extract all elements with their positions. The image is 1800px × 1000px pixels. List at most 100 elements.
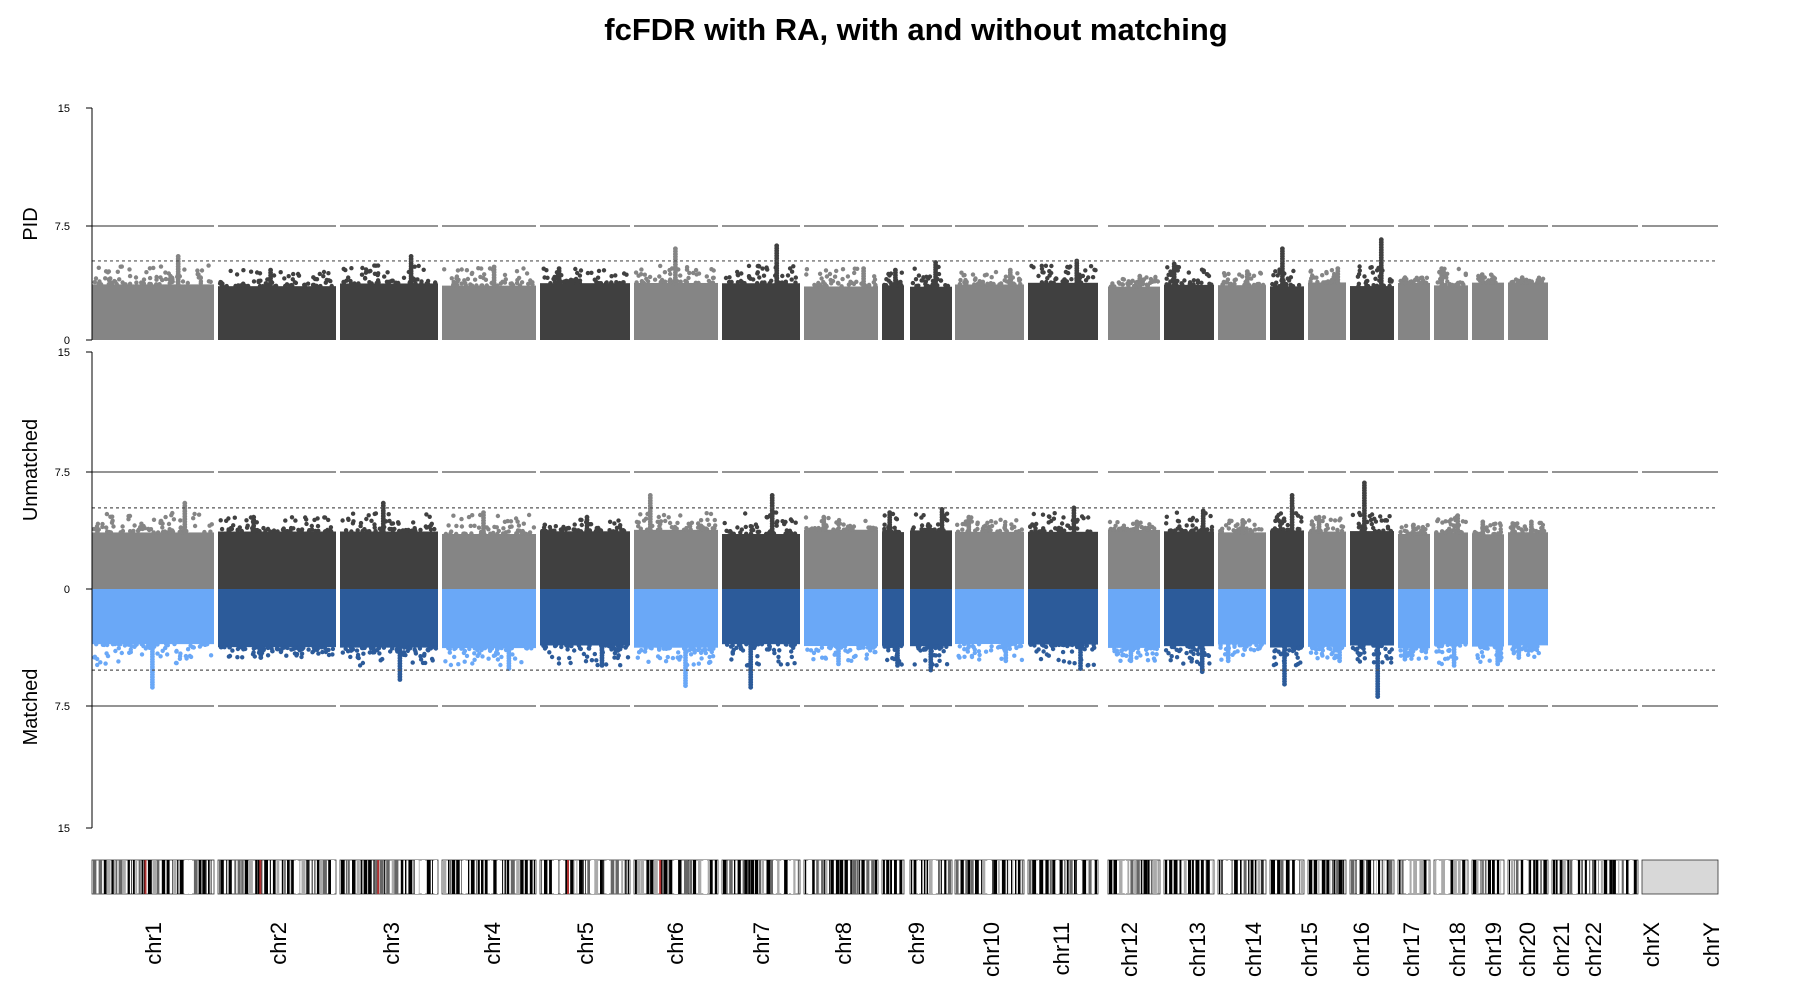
point-pid-chr4 — [449, 276, 454, 281]
point-matched-chr12 — [1032, 643, 1037, 648]
point-matched-chr6 — [696, 661, 701, 666]
point-pid-chr3 — [401, 275, 407, 280]
ideogram-band — [147, 860, 152, 894]
point-pid-chr1 — [208, 279, 213, 284]
point-unmatched-chr14 — [1193, 526, 1199, 531]
point-pid-chr8 — [873, 282, 878, 288]
point-unmatched-chr18 — [1372, 528, 1378, 534]
point-matched-chr10 — [944, 644, 949, 649]
point-unmatched-chr1 — [95, 529, 100, 535]
point-pid-chr10 — [938, 278, 944, 283]
point-matched-chr2 — [299, 654, 304, 660]
point-pid-chr7 — [791, 264, 796, 269]
point-matched-chr1 — [188, 643, 193, 648]
point-matched-chr14 — [1184, 650, 1189, 656]
band-matched-chr17 — [1308, 589, 1346, 647]
point-unmatched-chr2 — [322, 515, 328, 520]
ideogram-band — [161, 860, 166, 894]
point-unmatched-chr21 — [1492, 526, 1497, 531]
point-unmatched-chr14 — [1172, 528, 1178, 533]
point-unmatched-chr18 — [1369, 521, 1375, 527]
point-unmatched-chr13 — [1145, 525, 1151, 531]
point-matched-chr3 — [348, 654, 353, 660]
point-unmatched-chr5 — [578, 517, 583, 522]
ideogram-band — [911, 860, 913, 894]
point-pid-chr5 — [544, 268, 549, 273]
point-matched-chr7 — [778, 662, 784, 667]
point-matched-chr15 — [1219, 657, 1224, 662]
point-matched-chr1 — [139, 652, 145, 657]
point-matched-chr3 — [418, 654, 423, 659]
point-pid-chr1 — [139, 280, 144, 285]
point-matched-chr7 — [784, 642, 789, 647]
chromosome-label-chr21: chr21 — [1549, 922, 1574, 977]
point-matched-chr10 — [924, 645, 930, 650]
ideogram-centromere — [377, 860, 380, 894]
band-pid-chr6 — [634, 282, 718, 340]
point-pid-chr15 — [1221, 271, 1227, 276]
ideogram-band — [281, 860, 284, 894]
ideogram-band — [1330, 860, 1332, 894]
point-unmatched-chr22 — [1541, 528, 1547, 534]
point-unmatched-chr4 — [521, 521, 526, 526]
point-unmatched-chr11 — [1014, 518, 1019, 523]
point-pid-chr18 — [1373, 276, 1378, 281]
ideogram-band — [560, 860, 563, 894]
point-matched-chr16 — [1294, 651, 1299, 656]
point-unmatched-chr16 — [1277, 519, 1283, 524]
point-pid-chr1 — [105, 270, 111, 275]
point-pid-chr2 — [314, 283, 319, 288]
point-unmatched-chr15 — [1252, 522, 1257, 527]
point-pid-chr2 — [284, 282, 290, 287]
ideogram-band — [975, 860, 979, 894]
point-unmatched-chr7 — [753, 522, 759, 527]
point-pid-chr13 — [1141, 277, 1147, 282]
ideogram-band — [308, 860, 310, 894]
point-pid-chr7 — [783, 281, 788, 286]
point-unmatched-chr1 — [169, 513, 174, 518]
ideogram-band — [1219, 860, 1221, 894]
point-matched-chr12 — [1056, 657, 1061, 663]
point-unmatched-chr12 — [1086, 515, 1091, 520]
point-unmatched-chr14 — [1177, 524, 1182, 529]
peak-point-matched-chr12 — [1078, 666, 1083, 671]
point-unmatched-chr8 — [866, 525, 871, 530]
point-unmatched-chr9 — [893, 529, 898, 534]
point-matched-chr5 — [612, 650, 618, 656]
band-matched-chr5 — [540, 589, 630, 646]
point-pid-chr2 — [296, 273, 302, 278]
ideogram-band — [311, 860, 313, 894]
point-unmatched-chr11 — [989, 523, 995, 529]
ideogram-band — [1065, 860, 1066, 894]
point-unmatched-chr6 — [669, 525, 675, 530]
y-tick-label-unmatched: 15 — [58, 347, 70, 359]
point-unmatched-chr7 — [735, 525, 740, 530]
point-matched-chr14 — [1196, 651, 1201, 657]
point-matched-chr7 — [789, 654, 794, 660]
ideogram-band — [1336, 860, 1339, 894]
point-pid-chr4 — [463, 282, 468, 288]
point-pid-chr4 — [451, 282, 456, 287]
point-pid-chr18 — [1371, 283, 1376, 288]
point-unmatched-chr1 — [170, 528, 175, 533]
point-matched-chr4 — [467, 646, 472, 652]
point-unmatched-chr1 — [158, 518, 163, 524]
ideogram-band — [587, 860, 590, 894]
point-pid-chr4 — [482, 272, 487, 277]
point-unmatched-chr6 — [700, 527, 705, 532]
ideogram-band — [886, 860, 890, 894]
point-matched-chr6 — [700, 648, 705, 653]
point-matched-chr8 — [873, 649, 878, 655]
point-matched-chr5 — [617, 645, 622, 650]
band-matched-chr6 — [634, 589, 718, 648]
point-unmatched-chr11 — [1004, 529, 1009, 534]
point-matched-chr10 — [934, 663, 939, 668]
point-matched-chr2 — [300, 646, 305, 652]
point-unmatched-chr9 — [882, 522, 887, 527]
point-matched-chr22 — [1512, 645, 1517, 650]
ideogram-band — [576, 860, 578, 894]
point-matched-chr20 — [1437, 642, 1443, 648]
ideogram-band — [1130, 860, 1134, 894]
point-unmatched-chr14 — [1183, 528, 1188, 534]
